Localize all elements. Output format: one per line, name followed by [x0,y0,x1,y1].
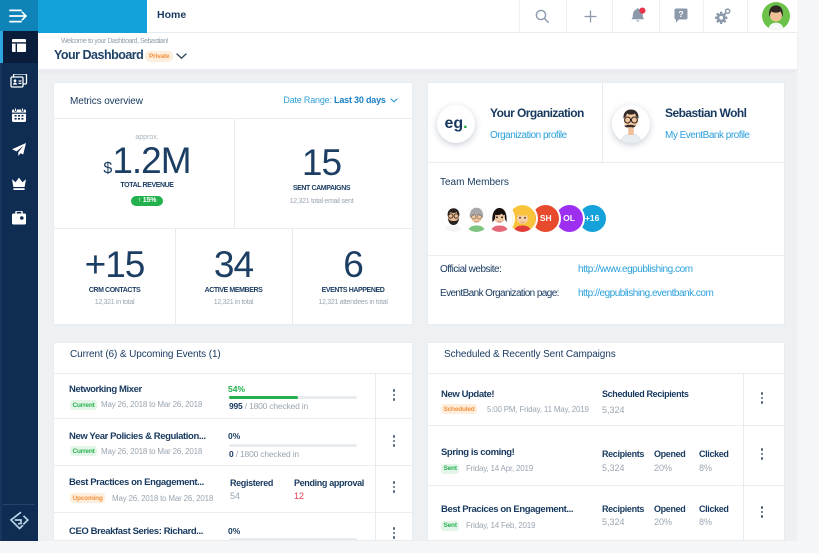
svg-text:?: ? [678,9,683,19]
